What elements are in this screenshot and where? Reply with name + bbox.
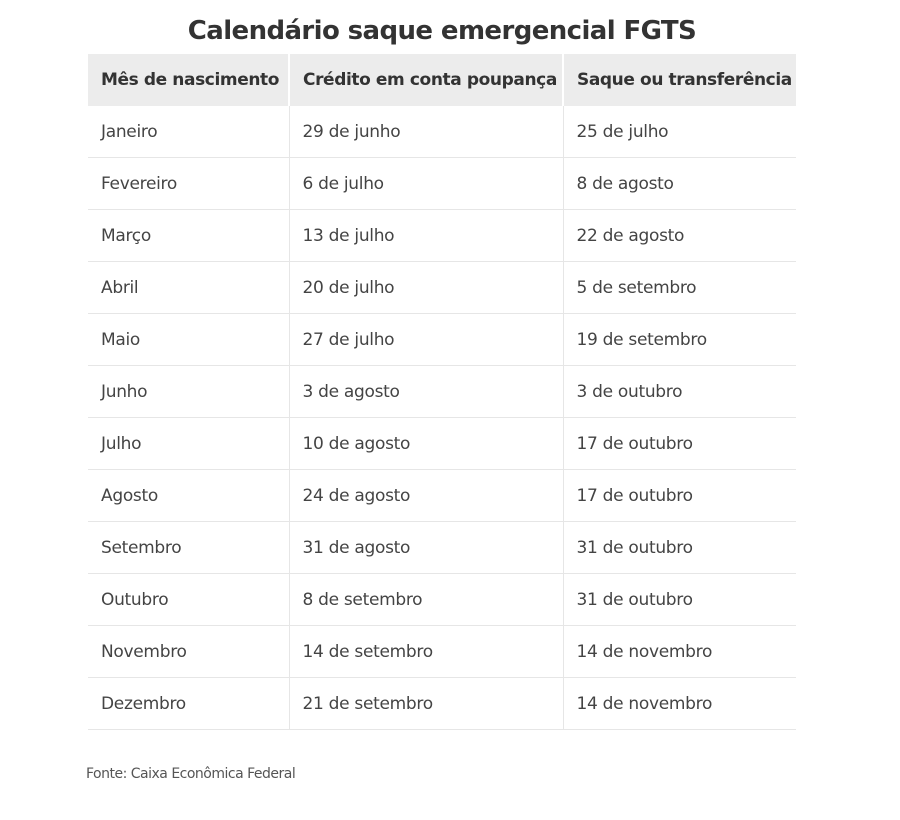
cell-birth-month: Março [88, 209, 290, 262]
table-body: Janeiro 29 de junho 25 de julho Fevereiro 6 … [88, 106, 796, 730]
cell-withdrawal-transfer: 17 de outubro [563, 469, 796, 522]
table-row: Janeiro 29 de junho 25 de julho [88, 106, 796, 158]
table-header-row: Mês de nascimento Crédito em conta poupa… [88, 54, 796, 106]
page-title: Calendário saque emergencial FGTS [187, 16, 697, 46]
cell-birth-month: Fevereiro [88, 157, 290, 210]
cell-savings-credit: 27 de julho [289, 313, 564, 366]
cell-withdrawal-transfer: 22 de agosto [563, 209, 796, 262]
table-row: Agosto 24 de agosto 17 de outubro [88, 469, 796, 522]
cell-savings-credit: 31 de agosto [289, 521, 564, 574]
column-header-withdrawal-transfer: Saque ou transferência [563, 54, 796, 106]
cell-birth-month: Novembro [88, 625, 290, 678]
table-row: Dezembro 21 de setembro 14 de novembro [88, 677, 796, 730]
cell-savings-credit: 3 de agosto [289, 365, 564, 418]
cell-withdrawal-transfer: 25 de julho [563, 106, 796, 158]
table-row: Abril 20 de julho 5 de setembro [88, 261, 796, 314]
cell-withdrawal-transfer: 14 de novembro [563, 625, 796, 678]
cell-savings-credit: 13 de julho [289, 209, 564, 262]
source-note: Fonte: Caixa Econômica Federal [86, 766, 296, 782]
cell-birth-month: Junho [88, 365, 290, 418]
table-row: Novembro 14 de setembro 14 de novembro [88, 625, 796, 678]
cell-withdrawal-transfer: 8 de agosto [563, 157, 796, 210]
cell-savings-credit: 21 de setembro [289, 677, 564, 730]
cell-birth-month: Dezembro [88, 677, 290, 730]
table-row: Outubro 8 de setembro 31 de outubro [88, 573, 796, 626]
table-row: Março 13 de julho 22 de agosto [88, 209, 796, 262]
cell-birth-month: Julho [88, 417, 290, 470]
cell-birth-month: Abril [88, 261, 290, 314]
cell-birth-month: Setembro [88, 521, 290, 574]
cell-withdrawal-transfer: 14 de novembro [563, 677, 796, 730]
cell-withdrawal-transfer: 31 de outubro [563, 573, 796, 626]
cell-birth-month: Janeiro [88, 106, 290, 158]
cell-birth-month: Agosto [88, 469, 290, 522]
cell-savings-credit: 24 de agosto [289, 469, 564, 522]
cell-birth-month: Maio [88, 313, 290, 366]
table-row: Setembro 31 de agosto 31 de outubro [88, 521, 796, 574]
cell-withdrawal-transfer: 5 de setembro [563, 261, 796, 314]
column-header-savings-credit: Crédito em conta poupança [289, 54, 564, 106]
table-row: Julho 10 de agosto 17 de outubro [88, 417, 796, 470]
cell-withdrawal-transfer: 31 de outubro [563, 521, 796, 574]
cell-birth-month: Outubro [88, 573, 290, 626]
cell-savings-credit: 14 de setembro [289, 625, 564, 678]
table-row: Maio 27 de julho 19 de setembro [88, 313, 796, 366]
column-header-birth-month: Mês de nascimento [88, 54, 290, 106]
fgts-calendar-table: Mês de nascimento Crédito em conta poupa… [88, 54, 796, 730]
cell-savings-credit: 29 de junho [289, 106, 564, 158]
cell-withdrawal-transfer: 17 de outubro [563, 417, 796, 470]
cell-withdrawal-transfer: 19 de setembro [563, 313, 796, 366]
table-row: Junho 3 de agosto 3 de outubro [88, 365, 796, 418]
cell-savings-credit: 8 de setembro [289, 573, 564, 626]
cell-withdrawal-transfer: 3 de outubro [563, 365, 796, 418]
table-row: Fevereiro 6 de julho 8 de agosto [88, 157, 796, 210]
cell-savings-credit: 20 de julho [289, 261, 564, 314]
cell-savings-credit: 6 de julho [289, 157, 564, 210]
cell-savings-credit: 10 de agosto [289, 417, 564, 470]
